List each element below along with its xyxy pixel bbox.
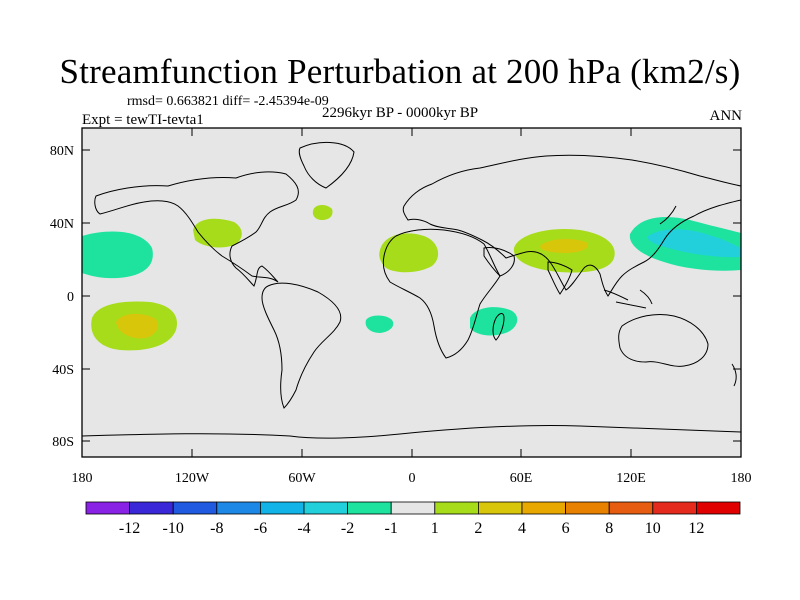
anomaly-nw-pacific-core [647,229,741,258]
colorbar-label: -6 [254,520,267,537]
coast-madagascar [492,313,505,341]
coast-greenland [298,142,355,189]
colorbar-label: 12 [688,520,704,537]
colorbar-swatch [608,501,654,515]
colorbar-label: 2 [474,520,482,537]
colorbar-swatch [85,501,130,515]
anomaly-s-atlantic [365,315,394,333]
colorbar-label: 10 [645,520,661,537]
colorbar-label: 4 [518,520,526,537]
lon-label-60e: 60E [510,471,533,486]
map-background [82,128,741,457]
experiment-label: Expt = tewTI-tevta1 [82,112,204,128]
anomaly-n-africa [379,233,439,273]
colorbar-swatch [259,501,305,515]
anomaly-layer [82,205,741,351]
lon-label-120w: 120W [175,471,210,486]
colorbar-label: 6 [562,520,570,537]
colorbar-label: -8 [210,520,223,537]
anomaly-se-africa [470,307,518,336]
period-label: 2296kyr BP - 0000kyr BP [322,105,479,121]
anomaly-n-atlantic [312,205,333,220]
coast-antarctica [82,424,741,439]
colorbar-label: 8 [605,520,613,537]
lon-label-60w: 60W [288,471,316,486]
colorbar-swatch [696,501,741,515]
coast-se-asia-islands [603,289,653,309]
colorbar-label: 1 [431,520,439,537]
coast-south-america [261,282,342,409]
colorbar-swatch [303,501,348,515]
lat-label-40s: 40S [52,363,74,378]
colorbar: -12 -10 -8 -6 -4 -2 -1 1 2 4 6 8 10 12 [85,501,741,537]
colorbar-swatch [565,501,610,515]
lon-label-180e: 180 [731,471,752,486]
lon-ticks [81,128,742,457]
anomaly-s-asia-core [540,238,588,253]
colorbar-swatch [477,501,523,515]
lat-label-80n: 80N [50,144,74,159]
lon-label-180w: 180 [72,471,93,486]
anomaly-north-america [193,218,242,248]
lat-label-40n: 40N [50,217,74,232]
coast-north-america [94,171,299,287]
coast-india [547,261,573,295]
lon-label-120e: 120E [616,471,646,486]
colorbar-swatch [521,501,566,515]
colorbar-swatch [347,501,392,515]
coast-new-zealand [731,363,737,387]
coast-japan [659,205,677,225]
colorbar-swatch [390,501,436,515]
stats-text: rmsd= 0.663821 diff= -2.45394e-09 [127,94,329,109]
coast-australia [618,313,709,367]
colorbar-swatch [216,501,261,515]
colorbar-label: -12 [119,520,140,537]
coast-arabia [483,247,515,277]
colorbar-label: -4 [297,520,310,537]
lat-label-80s: 80S [52,435,74,450]
lat-label-0: 0 [67,290,74,305]
anomaly-s-pacific-core [116,313,159,339]
coastlines [82,142,741,439]
colorbar-swatch [652,501,697,515]
lon-label-0: 0 [409,471,416,486]
lat-ticks [82,149,741,442]
plot-title: Streamfunction Perturbation at 200 hPa (… [59,52,741,91]
colorbar-label: -10 [163,520,184,537]
colorbar-label: -1 [385,520,398,537]
coast-africa [382,228,501,359]
colorbar-label: -2 [341,520,354,537]
colorbar-swatch [129,501,174,515]
anomaly-ne-pacific [82,231,153,279]
colorbar-swatch [172,501,218,515]
colorbar-swatch [434,501,479,515]
season-label: ANN [709,108,743,124]
